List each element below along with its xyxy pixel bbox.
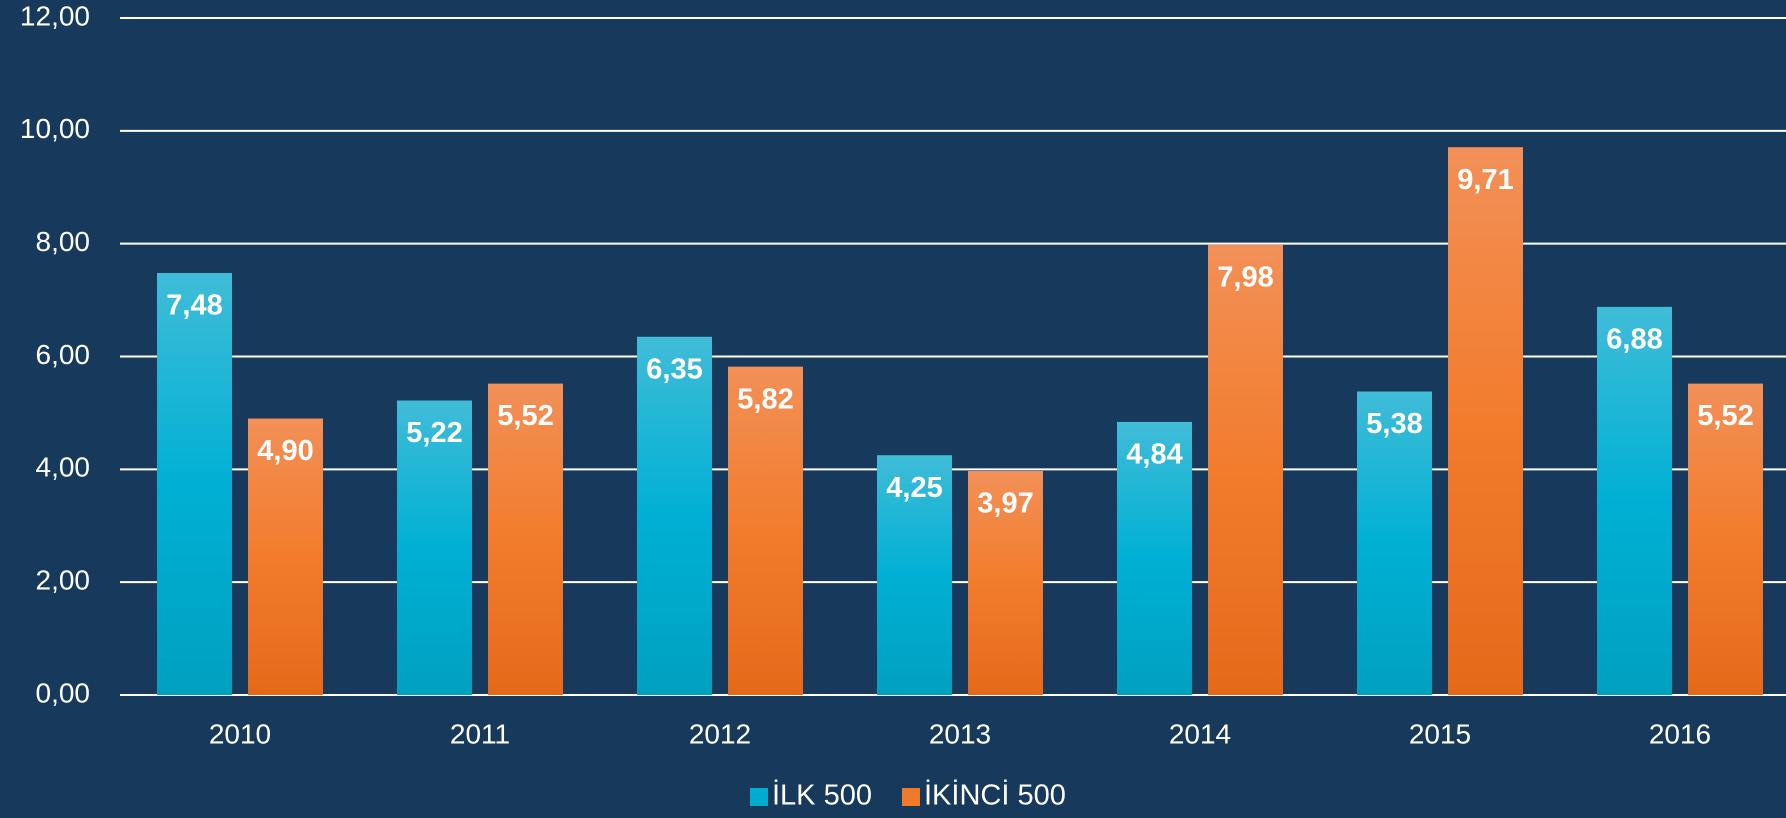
data-label: 5,38 [1366, 408, 1422, 440]
bar [968, 471, 1043, 695]
data-label: 5,52 [1697, 400, 1753, 432]
data-label: 5,82 [737, 383, 793, 415]
legend-label: İKİNCİ 500 [924, 779, 1066, 812]
legend-label: İLK 500 [772, 779, 872, 812]
y-tick-label: 10,00 [20, 113, 90, 144]
x-tick-label: 2015 [1409, 718, 1471, 749]
x-tick-label: 2014 [1169, 718, 1231, 749]
data-label: 7,98 [1217, 261, 1273, 293]
bar [877, 455, 952, 695]
bar [248, 418, 323, 695]
data-label: 4,84 [1126, 439, 1182, 471]
bar [1597, 306, 1672, 695]
x-tick-label: 2011 [450, 718, 510, 749]
bar [1448, 147, 1523, 696]
bar [728, 366, 803, 695]
data-label: 5,52 [497, 400, 553, 432]
data-label: 4,90 [257, 435, 313, 467]
y-tick-label: 8,00 [36, 226, 91, 257]
x-tick-label: 2013 [929, 718, 991, 749]
bar [1117, 421, 1192, 695]
bar [1357, 391, 1432, 695]
y-tick-label: 2,00 [36, 565, 91, 596]
legend-swatch [750, 788, 768, 806]
data-label: 5,22 [406, 417, 462, 449]
data-label: 6,88 [1606, 324, 1662, 356]
data-label: 3,97 [977, 488, 1033, 520]
y-tick-label: 4,00 [36, 452, 91, 483]
bar [157, 273, 232, 695]
legend-swatch [901, 788, 920, 806]
y-tick-label: 0,00 [36, 677, 91, 708]
bar [488, 383, 563, 695]
x-tick-label: 2016 [1649, 718, 1711, 749]
bar [1688, 383, 1763, 695]
x-tick-label: 2010 [209, 718, 271, 749]
data-label: 6,35 [646, 353, 702, 385]
data-label: 7,48 [166, 290, 222, 322]
data-label: 9,71 [1457, 164, 1513, 196]
data-label: 4,25 [886, 472, 942, 504]
x-tick-label: 2012 [689, 718, 751, 749]
y-tick-label: 12,00 [20, 0, 90, 31]
y-tick-label: 6,00 [36, 339, 91, 370]
bar [637, 336, 712, 695]
bar [1208, 244, 1283, 696]
bar [397, 400, 472, 695]
